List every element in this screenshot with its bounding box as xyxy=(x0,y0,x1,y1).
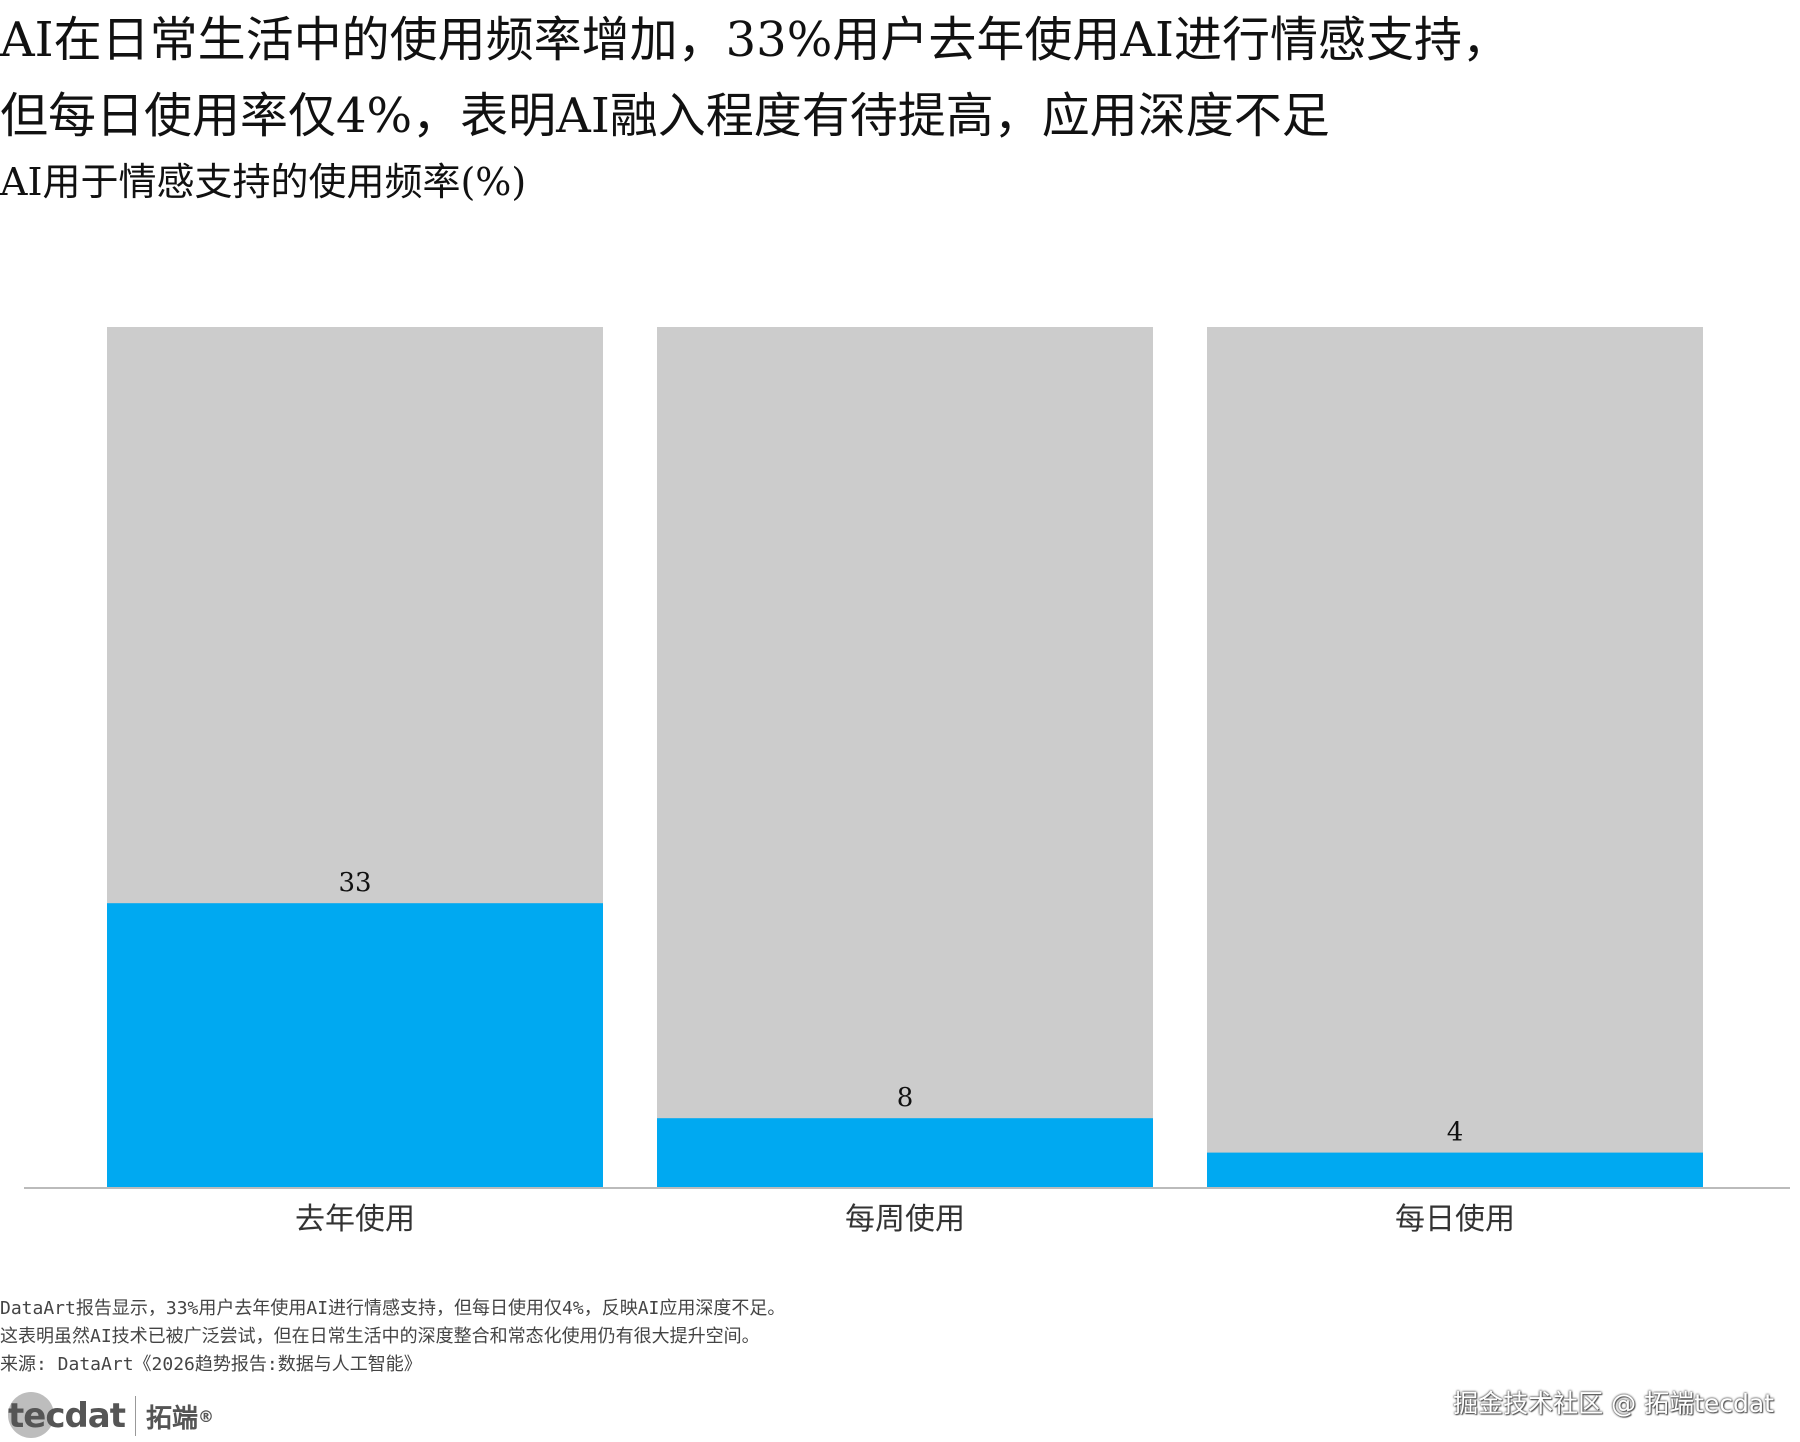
chart-subtitle: AI用于情感支持的使用频率(%) xyxy=(0,160,527,204)
chart-title-line-2: 但每日使用率仅4%，表明AI融入程度有待提高，应用深度不足 xyxy=(0,88,1330,144)
tecdat-logo: tecdat 拓端 ® xyxy=(4,1390,214,1442)
footnote-line-2: 这表明虽然AI技术已被广泛尝试，但在日常生活中的深度整合和常态化使用仍有很大提升… xyxy=(0,1326,760,1347)
x-axis-tick-labels: 去年使用 每周使用 每日使用 xyxy=(295,1202,1515,1237)
bar-chart: 33 8 4 去年使用 每周使用 每日使用 xyxy=(24,327,1790,1237)
bar xyxy=(1207,1152,1703,1187)
background-bar xyxy=(657,327,1153,1187)
bar xyxy=(107,903,603,1187)
watermark: 掘金技术社区 @ 拓端tecdat xyxy=(1453,1389,1774,1418)
chart-title-line-1: AI在日常生活中的使用频率增加，33%用户去年使用AI进行情感支持， xyxy=(0,12,1510,68)
chart-title: AI在日常生活中的使用频率增加，33%用户去年使用AI进行情感支持， 但每日使用… xyxy=(0,2,1720,154)
data-labels: 33 8 4 xyxy=(338,868,1463,1147)
background-bar xyxy=(1207,327,1703,1187)
footnote-line-1: DataArt报告显示，33%用户去年使用AI进行情感支持，但每日使用仅4%，反… xyxy=(0,1298,786,1319)
logo-registered-mark: ® xyxy=(198,1406,215,1426)
logo-divider xyxy=(135,1396,137,1436)
x-tick-label: 每周使用 xyxy=(845,1202,965,1237)
x-tick-label: 去年使用 xyxy=(295,1202,415,1237)
logo-text: tecdat xyxy=(8,1396,126,1436)
data-label: 33 xyxy=(338,868,371,898)
data-label: 4 xyxy=(1447,1118,1464,1148)
x-tick-label: 每日使用 xyxy=(1395,1202,1515,1237)
logo-circle-icon xyxy=(8,1392,54,1438)
value-bars xyxy=(107,903,1703,1187)
data-label: 8 xyxy=(897,1083,914,1113)
source-note: 来源: DataArt《2026趋势报告:数据与人工智能》 xyxy=(0,1354,422,1375)
bar xyxy=(657,1118,1153,1187)
logo-cn-text: 拓端 xyxy=(146,1403,199,1434)
